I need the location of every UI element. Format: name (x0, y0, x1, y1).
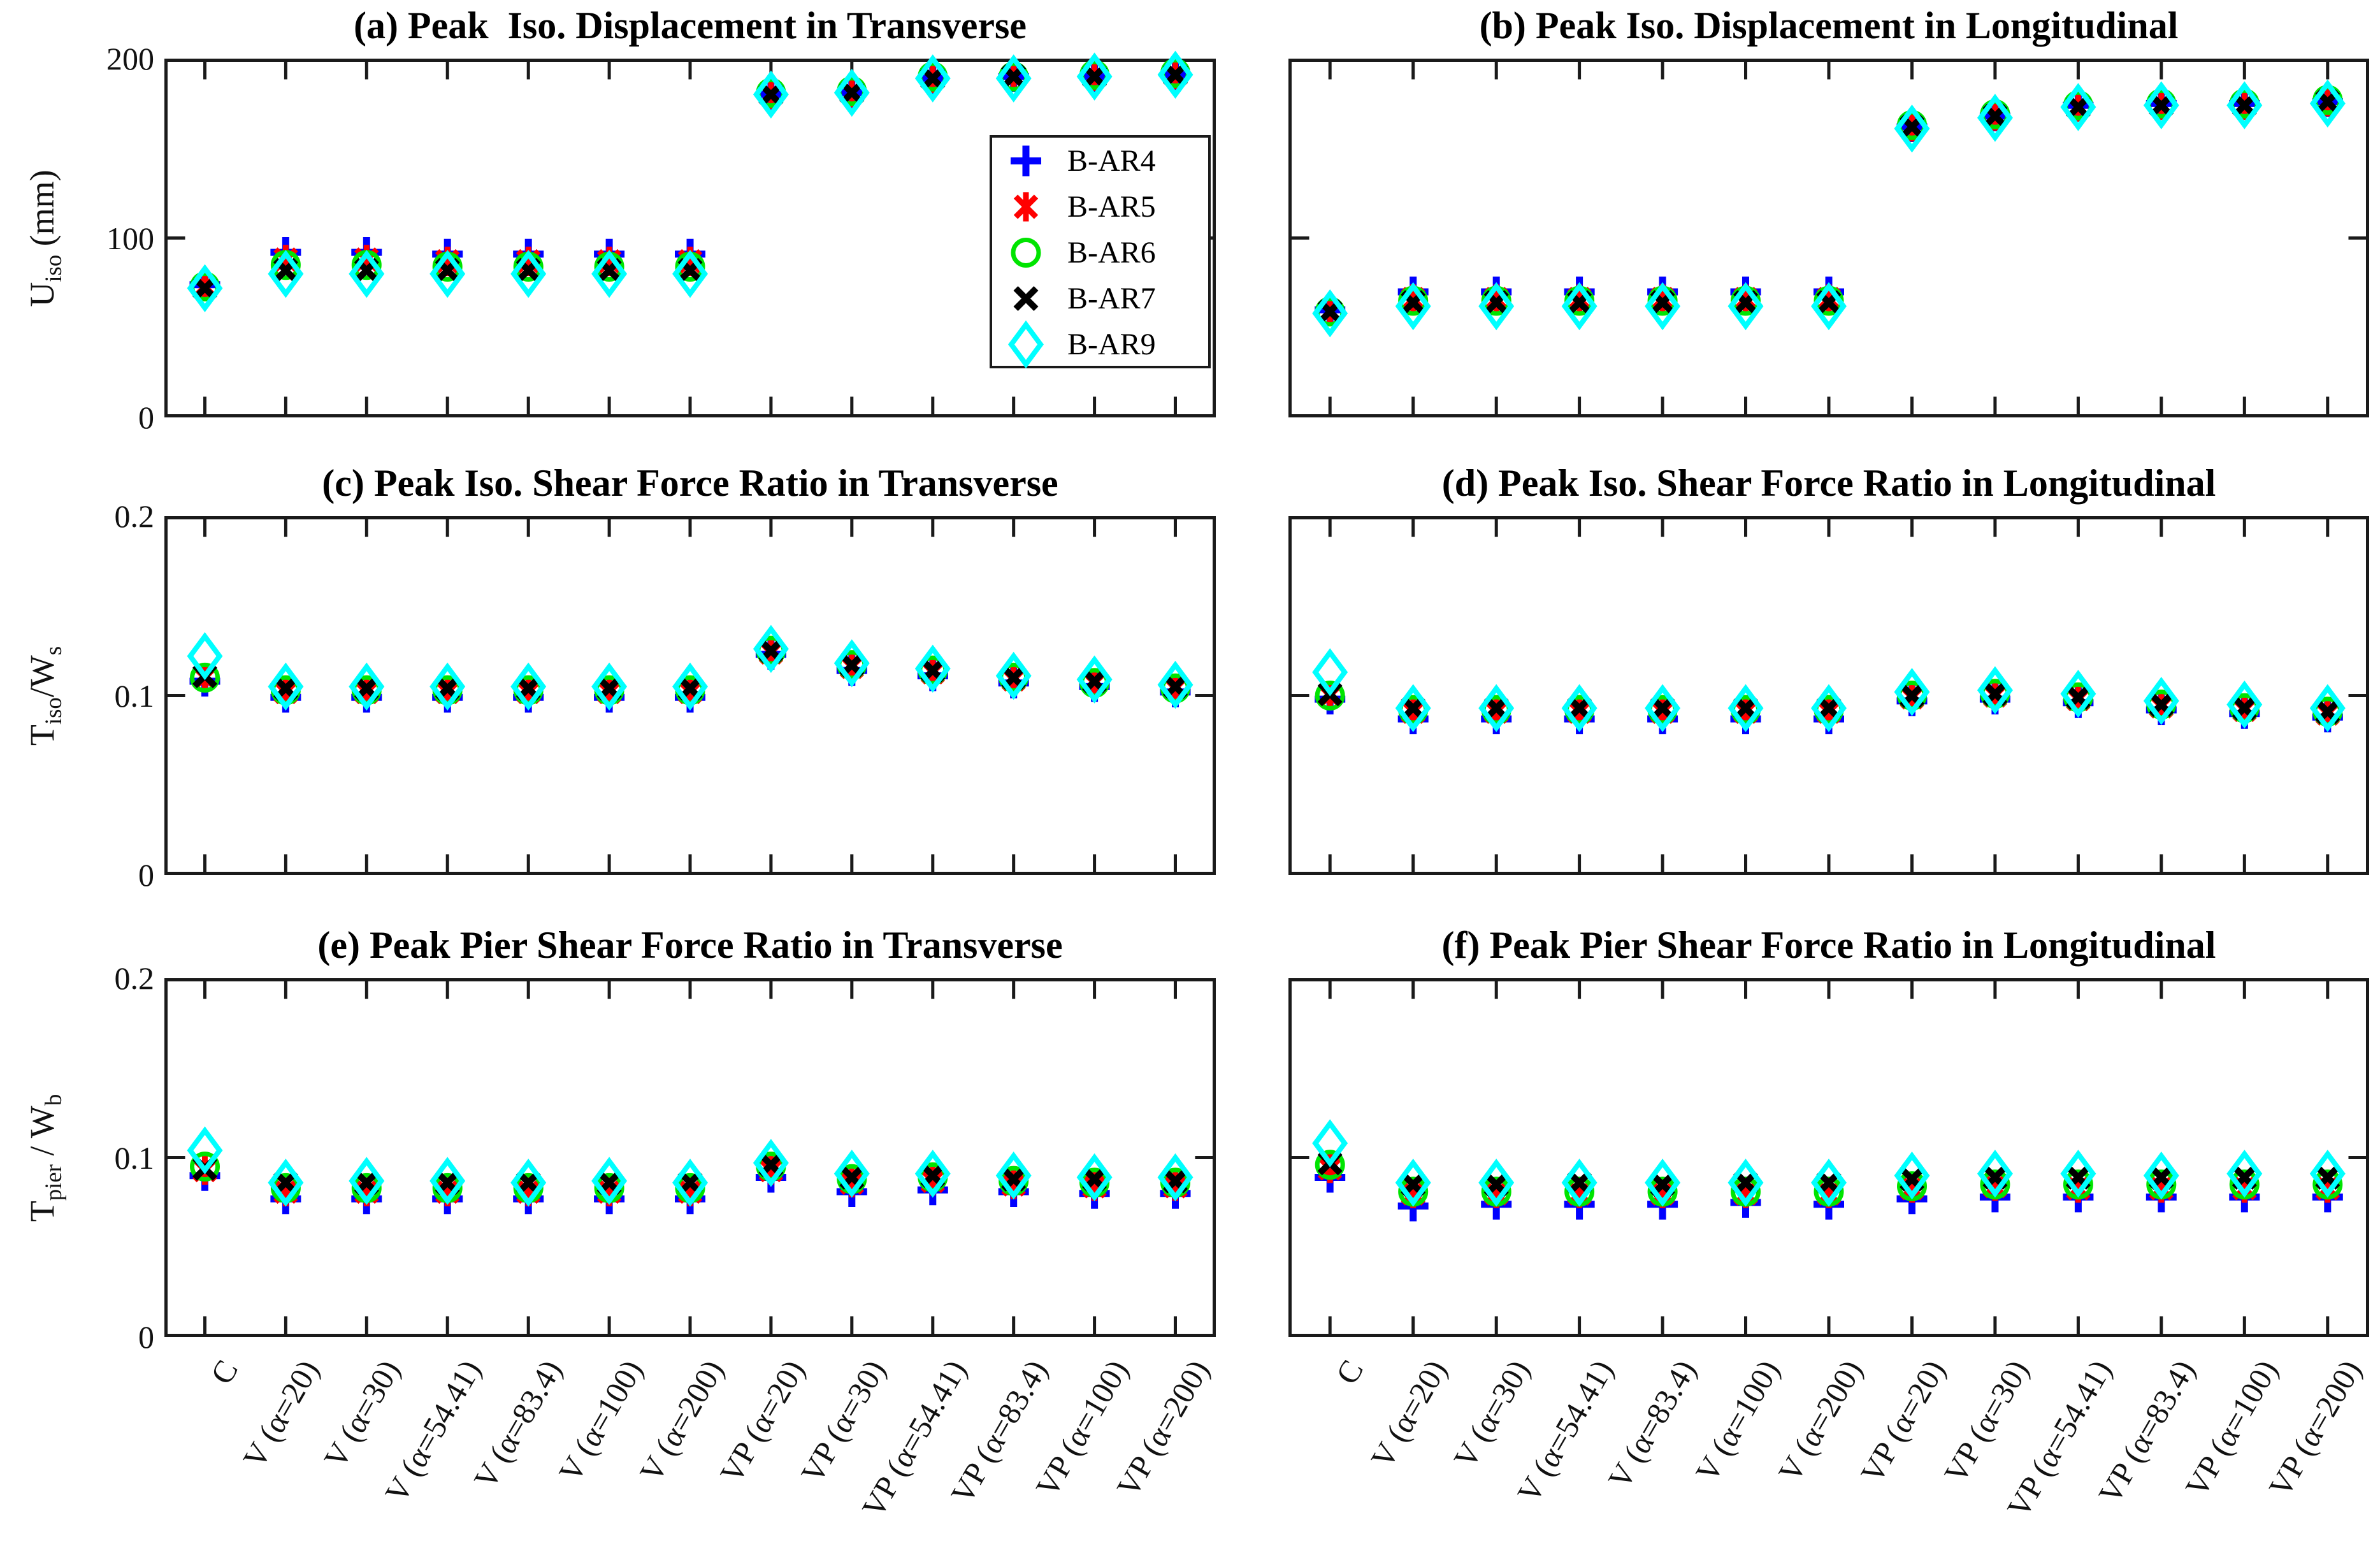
x-tick-label: V (α=30) (317, 1354, 407, 1475)
axis-frame (1288, 978, 2369, 1337)
asterisk-marker (1013, 192, 1039, 222)
subplot-a: (a) Peak Iso. Displacement in Transverse… (23, 4, 1216, 435)
subplot-e: (e) Peak Pier Shear Force Ratio in Trans… (23, 924, 1216, 1523)
series-B-AR9 (1312, 79, 2346, 338)
legend-label: B-AR9 (1067, 328, 1156, 361)
series-B-AR9 (187, 50, 1194, 313)
legend: B-AR4 B-AR5 B-AR6 B-AR7 B-AR9 (990, 135, 1211, 369)
subplot-d: (d) Peak Iso. Shear Force Ratio in Longi… (1288, 462, 2369, 875)
y-axis-label-text: U (23, 282, 62, 307)
plot-area-a (164, 50, 1216, 417)
legend-label: B-AR4 (1067, 144, 1156, 178)
legend-label: B-AR5 (1067, 190, 1156, 224)
axis-ticks (1290, 59, 2368, 417)
axis-ticks (1290, 516, 2368, 875)
plot-area-e (164, 978, 1216, 1337)
x-tick-label: C (203, 1354, 245, 1391)
subplot-title: (c) Peak Iso. Shear Force Ratio in Trans… (322, 462, 1058, 504)
x-marker (1013, 285, 1039, 312)
y-tick-label: 200 (106, 41, 154, 76)
legend-item: B-AR7 (992, 275, 1208, 322)
y-axis-label-text: T (23, 1200, 62, 1222)
y-axis-label-text: /W (23, 654, 62, 697)
legend-label: B-AR7 (1067, 282, 1156, 315)
y-axis-label-subscript: pier (40, 1164, 66, 1201)
legend-item: B-AR9 (992, 320, 1208, 369)
y-axis-label: Tpier / Wb (22, 1094, 67, 1221)
y-axis-label: Tiso/Ws (22, 646, 67, 745)
legend-item: B-AR4 (992, 138, 1208, 184)
circle-marker (1011, 238, 1041, 268)
x-tick-label: C (1329, 1354, 1371, 1391)
y-tick-label: 0.2 (114, 498, 155, 534)
legend-label: B-AR6 (1067, 236, 1156, 270)
y-tick-label: 0 (138, 1319, 154, 1355)
x-tick-label: V (α=20) (1363, 1354, 1454, 1475)
series-B-AR9 (187, 1126, 1194, 1207)
subplot-f: (f) Peak Pier Shear Force Ratio in Longi… (1288, 924, 2369, 1523)
y-axis-label-subscript: s (40, 646, 66, 655)
y-axis-label-subscript: iso (40, 254, 66, 282)
series-B-AR9 (1312, 1119, 2346, 1207)
subplot-b: (b) Peak Iso. Displacement in Longitudin… (1288, 4, 2369, 417)
plot-area-c (164, 516, 1216, 875)
legend-item: B-AR6 (992, 229, 1208, 276)
plot-area-f (1288, 978, 2369, 1337)
y-tick-label: 0.2 (114, 960, 155, 996)
subplot-title: (d) Peak Iso. Shear Force Ratio in Longi… (1441, 462, 2216, 504)
plot-area-d (1288, 516, 2369, 875)
axis-ticks (1290, 978, 2368, 1337)
y-tick-label: 0 (138, 400, 154, 435)
y-axis-label-subscript: iso (40, 697, 66, 725)
diamond-marker (1008, 320, 1044, 369)
series-B-AR9 (187, 625, 1194, 711)
y-axis-label-subscript: b (40, 1094, 66, 1106)
axis-frame (1288, 59, 2369, 417)
y-tick-label: 0 (138, 857, 154, 893)
series-B-AR9 (1312, 648, 2346, 732)
axis-ticks (166, 978, 1215, 1337)
y-axis-label-text: T (23, 724, 62, 746)
subplot-title: (e) Peak Pier Shear Force Ratio in Trans… (317, 924, 1063, 966)
axis-frame (164, 978, 1216, 1337)
y-tick-label: 0.1 (114, 1139, 155, 1176)
subplot-title: (b) Peak Iso. Displacement in Longitudin… (1479, 4, 2179, 47)
y-axis-label: Uiso (mm) (22, 170, 67, 307)
x-tick-label: V (α=20) (236, 1354, 326, 1475)
x-tick-label: V (α=30) (1446, 1354, 1537, 1475)
y-tick-label: 0.1 (114, 677, 155, 714)
y-axis-label-text: / W (23, 1105, 62, 1164)
subplot-c: (c) Peak Iso. Shear Force Ratio in Trans… (23, 462, 1216, 893)
subplot-title: (a) Peak Iso. Displacement in Transverse (353, 4, 1027, 47)
axis-ticks (166, 516, 1215, 875)
plot-area-b (1288, 59, 2369, 417)
y-tick-label: 100 (106, 220, 154, 256)
series-B-AR5 (192, 637, 1188, 707)
y-axis-label-text: (mm) (23, 169, 62, 255)
subplot-title: (f) Peak Pier Shear Force Ratio in Longi… (1441, 924, 2216, 966)
plus-marker (1011, 145, 1041, 177)
legend-item: B-AR5 (992, 184, 1208, 230)
